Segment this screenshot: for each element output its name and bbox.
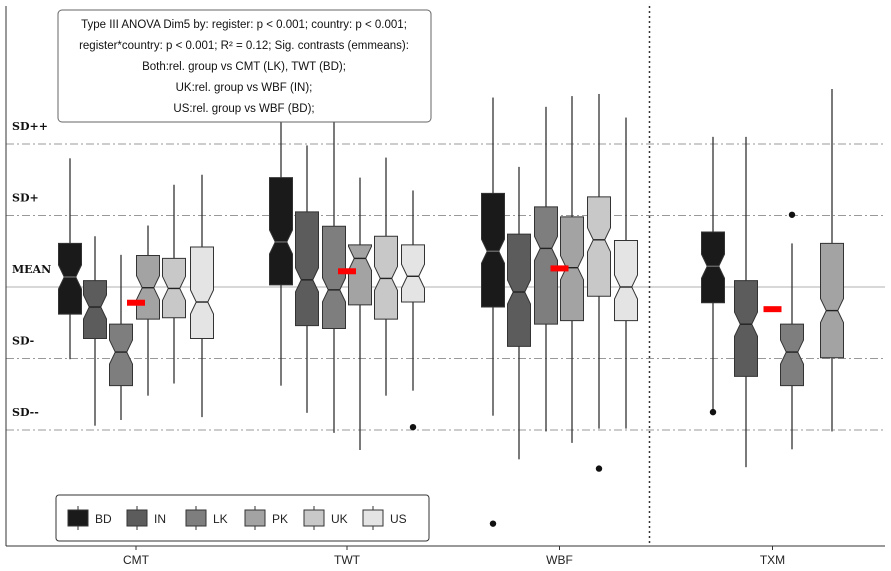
box-lk-cmt bbox=[109, 254, 133, 420]
x-tick-labels: CMT TWT WBF TXM bbox=[123, 546, 785, 567]
legend-label-pk: PK bbox=[272, 512, 288, 526]
box-body-lk-cmt bbox=[109, 323, 133, 387]
x-tick-label-cmt: CMT bbox=[123, 553, 150, 567]
legend-key-bd bbox=[67, 509, 89, 527]
box-bd-twt bbox=[269, 111, 293, 386]
box-body-lk-twt bbox=[322, 225, 346, 329]
legend: BD IN LK PK UK US bbox=[55, 494, 430, 542]
box-body-us-cmt bbox=[190, 246, 214, 339]
box-body-uk-twt bbox=[374, 235, 398, 320]
legend-label-uk: UK bbox=[331, 512, 348, 526]
box-body-in-wbf bbox=[507, 233, 531, 347]
outlier-bd-txm-0 bbox=[709, 408, 717, 416]
y-tick-label-sd: SD+ bbox=[12, 192, 39, 205]
box-body-us-twt bbox=[401, 244, 425, 303]
box-body-in-cmt bbox=[83, 280, 107, 339]
legend-key-uk bbox=[303, 509, 325, 527]
outlier-lk-txm-0 bbox=[788, 211, 796, 218]
legend-label-in: IN bbox=[154, 512, 166, 526]
x-tick-label-twt: TWT bbox=[334, 553, 361, 567]
legend-key-in bbox=[126, 509, 148, 527]
box-bd-txm bbox=[701, 136, 725, 416]
group-mean-cmt bbox=[127, 299, 145, 306]
box-pk-txm bbox=[820, 88, 844, 432]
y-tick-label-sd: SD- bbox=[12, 335, 34, 348]
group-mean-twt bbox=[338, 268, 356, 275]
box-body-bd-wbf bbox=[481, 192, 505, 308]
box-in-cmt bbox=[83, 236, 107, 426]
annotation-line-2: register*country: p < 0.001; R² = 0.12; … bbox=[79, 40, 409, 52]
annotation-box bbox=[57, 9, 432, 123]
box-plots bbox=[58, 88, 844, 527]
annotation-line-4: UK:rel. group vs WBF (IN); bbox=[176, 82, 313, 94]
box-bd-cmt bbox=[58, 158, 82, 360]
box-pk-wbf bbox=[560, 96, 584, 443]
y-tick-label-sd: SD-- bbox=[12, 406, 39, 419]
box-body-in-txm bbox=[734, 280, 758, 377]
outlier-uk-wbf-0 bbox=[595, 465, 603, 472]
box-body-bd-txm bbox=[701, 231, 725, 304]
y-tick-labels: SD++ SD+ MEAN SD- SD-- bbox=[12, 120, 51, 419]
box-body-lk-txm bbox=[780, 323, 804, 387]
box-uk-twt bbox=[374, 157, 398, 396]
y-tick-label-sd: SD++ bbox=[12, 120, 48, 133]
annotation-line-5: US:rel. group vs WBF (BD); bbox=[173, 103, 314, 115]
legend-box bbox=[55, 494, 430, 542]
box-body-uk-wbf bbox=[587, 196, 611, 297]
box-in-wbf bbox=[507, 166, 531, 460]
legend-key-us bbox=[362, 509, 384, 527]
box-lk-twt bbox=[322, 108, 346, 433]
box-uk-wbf bbox=[587, 93, 611, 472]
box-body-bd-twt bbox=[269, 177, 293, 286]
box-body-bd-cmt bbox=[58, 242, 82, 315]
box-us-wbf bbox=[614, 117, 638, 429]
box-in-txm bbox=[734, 136, 758, 468]
box-us-cmt bbox=[190, 174, 214, 418]
box-body-pk-txm bbox=[820, 242, 844, 359]
legend-label-us: US bbox=[390, 512, 407, 526]
legend-label-lk: LK bbox=[213, 512, 228, 526]
box-body-pk-twt bbox=[348, 244, 372, 306]
box-uk-cmt bbox=[162, 184, 186, 384]
anova-annotation: Type III ANOVA Dim5 by: register: p < 0.… bbox=[57, 9, 432, 123]
legend-label-bd: BD bbox=[95, 512, 112, 526]
group-mean-txm bbox=[763, 306, 782, 313]
box-in-twt bbox=[295, 145, 319, 413]
box-body-in-twt bbox=[295, 211, 319, 327]
x-tick-label-txm: TXM bbox=[760, 553, 785, 567]
box-lk-txm bbox=[780, 211, 804, 450]
group-mean-markers bbox=[127, 265, 782, 313]
outlier-us-twt-0 bbox=[409, 423, 417, 431]
box-body-lk-wbf bbox=[534, 206, 558, 325]
box-body-us-wbf bbox=[614, 240, 638, 322]
box-bd-wbf bbox=[481, 97, 505, 527]
axes bbox=[5, 6, 885, 547]
box-body-pk-wbf bbox=[560, 216, 584, 322]
box-pk-twt bbox=[348, 177, 372, 451]
legend-key-pk bbox=[244, 509, 266, 527]
box-lk-wbf bbox=[534, 106, 558, 432]
legend-key-lk bbox=[185, 509, 207, 527]
x-tick-label-wbf: WBF bbox=[546, 553, 573, 567]
group-mean-wbf bbox=[550, 265, 569, 272]
box-us-twt bbox=[401, 190, 425, 431]
y-tick-label-mean: MEAN bbox=[12, 263, 51, 276]
annotation-line-3: Both:rel. group vs CMT (LK), TWT (BD); bbox=[142, 61, 346, 73]
annotation-line-1: Type III ANOVA Dim5 by: register: p < 0.… bbox=[81, 19, 407, 31]
outlier-bd-wbf-0 bbox=[489, 520, 497, 527]
